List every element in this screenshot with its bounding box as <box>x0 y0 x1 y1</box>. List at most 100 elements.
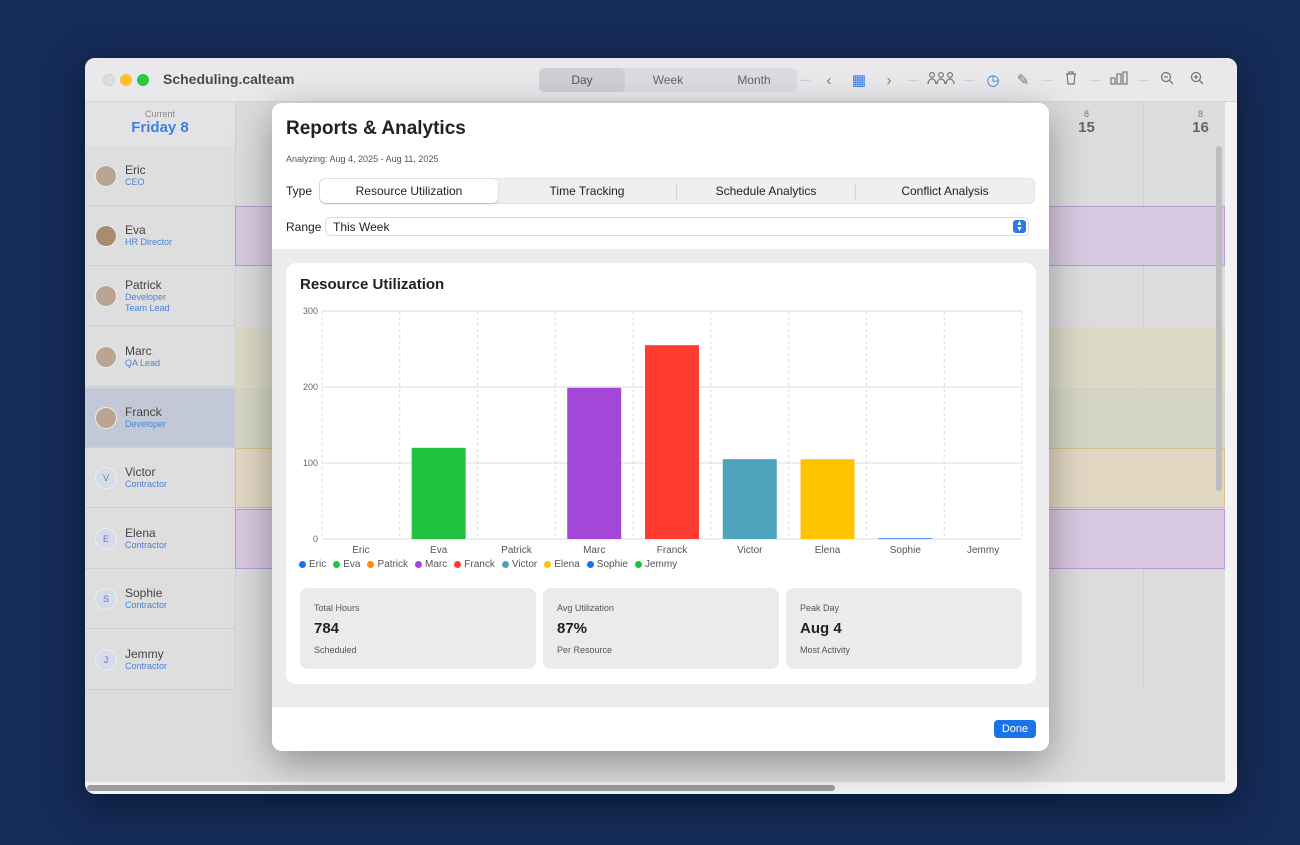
minimize-window-button[interactable] <box>120 74 132 86</box>
card-title: Resource Utilization <box>300 276 445 293</box>
current-day-header[interactable]: Current Friday 8 <box>85 102 235 146</box>
column-day: 15 <box>1078 119 1095 136</box>
stat-subtitle: Per Resource <box>557 645 613 655</box>
person-role: Developer <box>125 291 167 302</box>
tab-resource-utilization[interactable]: Resource Utilization <box>320 179 498 203</box>
stat-avg-utilization: Avg Utilization 87% Per Resource <box>543 588 779 669</box>
clock-icon[interactable]: ◷ <box>986 72 1000 89</box>
people-group-icon[interactable] <box>926 71 956 89</box>
chevron-left-icon[interactable]: ‹ <box>826 71 832 89</box>
analyzing-range-text: Analyzing: Aug 4, 2025 - Aug 11, 2025 <box>286 154 439 164</box>
resource-row-patrick[interactable]: Patrick Developer Team Lead <box>85 266 235 326</box>
y-tick-label: 200 <box>303 382 318 392</box>
horizontal-scrollbar[interactable] <box>87 785 835 791</box>
resource-row-victor[interactable]: V Victor Contractor <box>85 448 235 508</box>
x-tick-label: Patrick <box>501 545 533 556</box>
title-bar: Scheduling.calteam Day Week Month — ‹ ▦ … <box>85 58 1237 102</box>
stat-title: Avg Utilization <box>557 603 614 613</box>
tab-conflict-analysis[interactable]: Conflict Analysis <box>901 184 989 198</box>
chevron-updown-icon: ▲ ▼ <box>1013 220 1026 233</box>
resource-row-elena[interactable]: E Elena Contractor <box>85 509 235 569</box>
trash-icon[interactable] <box>1060 71 1082 89</box>
legend-item: Sophie <box>586 559 628 570</box>
legend-item: Marc <box>415 559 447 570</box>
legend-label: Jemmy <box>644 559 678 570</box>
reports-analytics-sheet: Reports & Analytics Analyzing: Aug 4, 20… <box>272 103 1049 751</box>
toolbar-separator: — <box>800 74 810 86</box>
view-month-button[interactable]: Month <box>737 73 771 87</box>
resource-row-sophie[interactable]: S Sophie Contractor <box>85 569 235 629</box>
person-role: Contractor <box>125 479 168 489</box>
column-header[interactable]: 8 15 <box>1029 102 1144 146</box>
column-header[interactable]: 8 16 <box>1144 102 1237 146</box>
utilization-bar-chart: 0 100 200 300 Eric Eva Patrick Marc Franck Victor… <box>303 306 1023 556</box>
zoom-out-icon[interactable] <box>1156 71 1178 89</box>
legend-item: Elena <box>544 559 580 570</box>
avatar <box>95 284 117 307</box>
resource-row-eva[interactable]: Eva HR Director <box>85 206 235 266</box>
stat-title: Peak Day <box>800 603 840 613</box>
person-role: Contractor <box>125 600 168 610</box>
chevron-right-icon[interactable]: › <box>886 71 892 89</box>
resource-row-marc[interactable]: Marc QA Lead <box>85 327 235 387</box>
bar-eva <box>411 447 466 539</box>
legend-item: Victor <box>501 559 537 570</box>
bar-franck <box>645 345 699 539</box>
column-day: 16 <box>1192 119 1209 136</box>
person-name: Jemmy <box>125 647 164 661</box>
person-name: Sophie <box>125 586 163 600</box>
stat-subtitle: Most Activity <box>800 645 851 655</box>
avatar: E <box>95 527 117 550</box>
column-month: 8 <box>1083 109 1089 119</box>
zoom-window-button[interactable] <box>137 74 149 86</box>
person-name: Marc <box>125 344 152 358</box>
legend-label: Franck <box>464 559 495 570</box>
toolbar-separator: — <box>1090 74 1100 86</box>
x-tick-label: Victor <box>737 545 763 556</box>
resource-row-jemmy[interactable]: J Jemmy Contractor <box>85 630 235 690</box>
x-tick-label: Franck <box>657 545 689 556</box>
range-label: Range <box>286 220 322 234</box>
tab-schedule-analytics[interactable]: Schedule Analytics <box>715 184 817 198</box>
x-tick-label: Jemmy <box>967 545 999 556</box>
view-week-button[interactable]: Week <box>652 73 684 87</box>
toolbar-separator: — <box>1042 74 1052 86</box>
legend-item: Franck <box>454 559 495 570</box>
legend-swatch <box>634 561 642 568</box>
legend-label: Elena <box>554 559 580 570</box>
person-name: Franck <box>125 405 162 419</box>
legend-item: Eva <box>333 559 360 570</box>
bar-elena <box>800 459 855 539</box>
vertical-scrollbar[interactable] <box>1216 146 1222 491</box>
calendar-today-icon[interactable]: ▦ <box>851 72 867 89</box>
tab-time-tracking[interactable]: Time Tracking <box>549 184 625 198</box>
legend-label: Eva <box>343 559 361 570</box>
person-role: QA Lead <box>125 358 161 368</box>
avatar <box>95 406 117 429</box>
done-button[interactable]: Done <box>994 720 1036 738</box>
current-label: Current <box>144 109 175 119</box>
resource-row-eric[interactable]: Eric CEO <box>85 146 235 206</box>
toolbar-separator: — <box>1138 74 1148 86</box>
resource-row-franck[interactable]: Franck Developer <box>85 388 235 448</box>
person-name: Victor <box>125 465 156 479</box>
person-role: Contractor <box>125 661 168 671</box>
close-window-button[interactable] <box>103 74 115 86</box>
pencil-icon[interactable]: ✎ <box>1016 72 1030 89</box>
person-role: Developer <box>125 419 167 429</box>
stat-value: 87% <box>557 620 588 637</box>
stat-value: 784 <box>314 620 340 637</box>
report-type-tabs: Resource Utilization Time Tracking Sched… <box>319 178 1035 204</box>
range-select[interactable]: This Week ▲ ▼ <box>325 217 1029 236</box>
legend-label: Marc <box>425 559 448 570</box>
person-name: Eric <box>125 163 146 177</box>
x-tick-label: Elena <box>815 545 841 556</box>
view-day-button[interactable]: Day <box>539 68 625 92</box>
zoom-in-icon[interactable] <box>1186 71 1208 89</box>
stat-total-hours: Total Hours 784 Scheduled <box>300 588 536 669</box>
legend-swatch <box>544 561 552 568</box>
person-name: Elena <box>125 526 156 540</box>
bar-chart-icon[interactable] <box>1108 71 1130 89</box>
legend-item: Patrick <box>367 559 408 570</box>
bar-sophie <box>878 538 933 539</box>
